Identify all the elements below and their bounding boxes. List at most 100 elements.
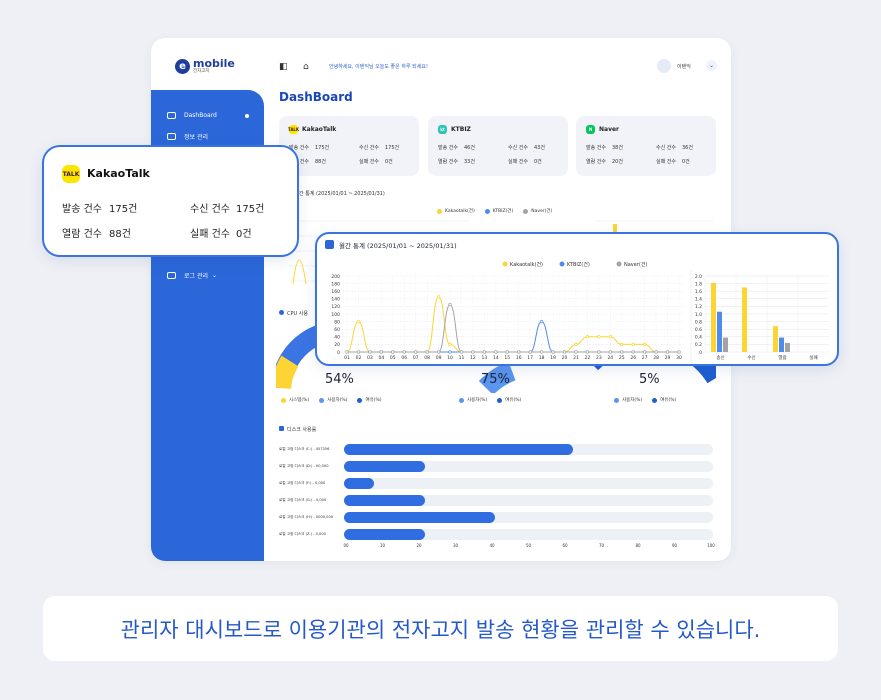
dashboard-icon bbox=[167, 112, 176, 119]
legend-item: 사용자(%) bbox=[459, 397, 487, 403]
data-point bbox=[539, 350, 544, 354]
bg-chart-title: 간 통계 (2025/01/01 ~ 2025/01/31) bbox=[299, 191, 385, 197]
read-label: 열람 건수 bbox=[586, 159, 606, 165]
x-tick-label: 08 bbox=[424, 355, 430, 361]
card-title: KakaoTalk bbox=[302, 126, 337, 133]
log-icon bbox=[167, 272, 176, 279]
chevron-down-icon: ⌄ bbox=[212, 272, 218, 279]
data-point bbox=[608, 350, 612, 354]
read-value: 20건 bbox=[612, 159, 623, 165]
legend-marker bbox=[616, 261, 622, 267]
y-tick-label: 160 bbox=[331, 289, 340, 295]
chart-title: 월간 통계 (2025/01/01 ~ 2025/01/31) bbox=[339, 242, 457, 250]
recv-value: 36건 bbox=[682, 145, 693, 151]
data-point bbox=[425, 350, 429, 354]
recv-value: 175건 bbox=[385, 145, 400, 151]
disk-row-label: 로컬 고정 디스크 (G:) - 0,000 bbox=[279, 498, 327, 502]
sidebar-item-info[interactable]: 정보 관리 bbox=[167, 132, 208, 141]
x-tick-label: 14 bbox=[493, 355, 499, 361]
disk-bar-track bbox=[344, 495, 713, 506]
legend-item: 여유(%) bbox=[652, 397, 676, 403]
sidebar-item-label: DashBoard bbox=[184, 112, 217, 119]
x-tick-label: 04 bbox=[378, 355, 384, 361]
x-tick-label: 12 bbox=[470, 355, 476, 361]
x-tick-label: 07 bbox=[413, 355, 419, 361]
data-point bbox=[585, 350, 590, 354]
fail-value: 0건 bbox=[236, 229, 252, 240]
recv-label: 수신 건수 bbox=[190, 204, 230, 215]
x-tick-label: 실패 bbox=[809, 354, 817, 361]
x-tick-label: 16 bbox=[516, 355, 522, 361]
card-title: KTBIZ bbox=[451, 126, 471, 133]
disk-row-label: 로컬 고정 디스크 (D:) - 00,000 bbox=[279, 464, 329, 468]
naver-icon: N bbox=[586, 125, 595, 134]
y-tick-label: 200 bbox=[331, 274, 340, 280]
y-tick-label: 1.2 bbox=[695, 304, 702, 310]
disk-row-label: 로컬 고정 디스크 (F:) - 0,000 bbox=[279, 481, 326, 485]
read-value: 33건 bbox=[464, 159, 475, 165]
disk-axis-tick: 50 bbox=[525, 543, 532, 548]
data-point bbox=[379, 350, 383, 354]
document-icon bbox=[167, 133, 176, 140]
series-line-1 bbox=[346, 296, 679, 353]
sidebar-item-log[interactable]: 로그 관리 ⌄ bbox=[167, 271, 217, 280]
fail-label: 실패 건수 bbox=[508, 159, 528, 165]
x-tick-label: 23 bbox=[596, 355, 602, 361]
disk-label: 디스크 사용률 bbox=[279, 426, 316, 433]
disk-bar-track bbox=[344, 478, 713, 489]
x-tick-label: 26 bbox=[630, 355, 636, 361]
data-point bbox=[391, 350, 395, 354]
y-tick-label: 0.8 bbox=[695, 319, 702, 325]
y-tick-label: 140 bbox=[331, 297, 340, 303]
data-point bbox=[368, 350, 372, 354]
disk-bar-fill bbox=[344, 444, 573, 455]
x-tick-label: 송신 bbox=[716, 354, 724, 361]
read-label: 열람 건수 bbox=[289, 159, 309, 165]
send-label: 발송 건수 bbox=[62, 204, 102, 215]
monthly-chart: Kakaotalk(건) KTBIZ(건) Naver(건)020406080100… bbox=[331, 261, 829, 362]
data-point bbox=[620, 342, 624, 347]
data-point bbox=[665, 350, 670, 354]
data-point bbox=[551, 350, 555, 354]
sidebar-item-label: 정보 관리 bbox=[184, 134, 208, 141]
logo-mark-icon: e bbox=[175, 58, 190, 74]
logo[interactable]: e mobile 전자고지 bbox=[175, 58, 235, 75]
kakao-icon: TALK bbox=[62, 165, 80, 183]
send-label: 발송 건수 bbox=[438, 145, 458, 151]
avatar[interactable] bbox=[657, 59, 671, 73]
x-tick-label: 19 bbox=[550, 355, 556, 361]
y-tick-label: 1.6 bbox=[695, 289, 702, 295]
x-tick-label: 22 bbox=[585, 355, 591, 361]
y-tick-label: 1.8 bbox=[695, 281, 702, 287]
data-point bbox=[574, 350, 578, 354]
data-point bbox=[597, 335, 601, 339]
disk-bar-track bbox=[344, 444, 713, 455]
sidebar-toggle-icon[interactable]: ◧ bbox=[279, 62, 288, 72]
legend-marker bbox=[502, 261, 508, 267]
bar-송신-2 bbox=[717, 311, 722, 352]
bar-수신-1 bbox=[742, 287, 747, 352]
disk-axis-tick: 80 bbox=[635, 543, 641, 548]
calendar-icon bbox=[325, 240, 334, 249]
x-tick-label: 25 bbox=[619, 355, 625, 361]
data-point bbox=[448, 342, 452, 347]
data-point bbox=[643, 350, 647, 354]
send-value: 46건 bbox=[464, 145, 475, 151]
disk-axis-tick: 00 bbox=[343, 543, 349, 548]
chevron-down-icon[interactable]: ⌄ bbox=[706, 60, 717, 71]
y-tick-label: 180 bbox=[331, 281, 340, 287]
legend-marker bbox=[559, 261, 565, 267]
data-point bbox=[585, 335, 590, 339]
data-point bbox=[448, 302, 452, 307]
y-tick-label: 0 bbox=[337, 350, 340, 356]
sidebar-item-dashboard[interactable]: DashBoard bbox=[167, 112, 249, 119]
data-point bbox=[436, 295, 441, 299]
bar-열람-3 bbox=[785, 342, 790, 352]
home-icon[interactable]: ⌂ bbox=[303, 62, 309, 72]
fail-value: 0건 bbox=[682, 159, 690, 165]
disk-bar-track bbox=[344, 512, 713, 523]
x-tick-label: 05 bbox=[390, 355, 396, 361]
y-tick-label: 100 bbox=[331, 312, 340, 318]
recv-value: 175건 bbox=[236, 204, 265, 215]
y-tick-label: 20 bbox=[334, 342, 340, 348]
